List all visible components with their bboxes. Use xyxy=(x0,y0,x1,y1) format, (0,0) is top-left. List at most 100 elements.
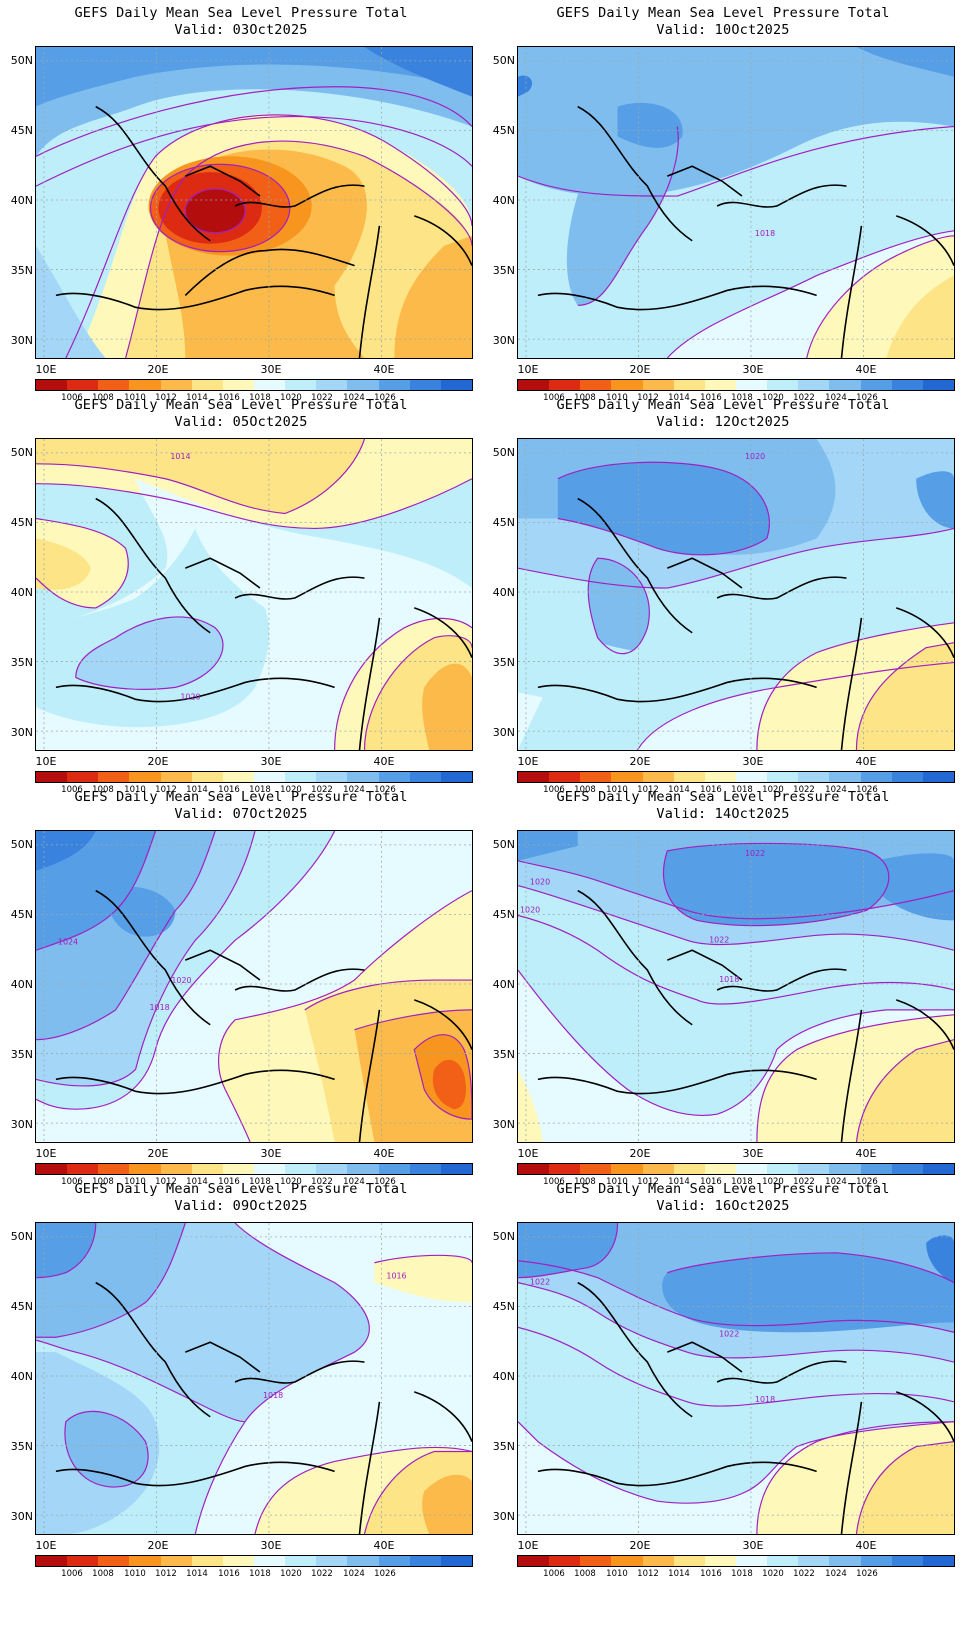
colorbar-label: 1006 xyxy=(543,785,565,795)
lat-label: 35N xyxy=(10,1048,33,1061)
lon-label: 10E xyxy=(35,755,57,768)
colorbar-label: 1008 xyxy=(92,1569,114,1579)
colorbar-label: 1008 xyxy=(574,393,596,403)
colorbar-swatch xyxy=(829,1556,861,1566)
pressure-colorbar xyxy=(517,1555,955,1567)
colorbar-swatch xyxy=(642,380,674,390)
colorbar-swatch xyxy=(409,380,441,390)
colorbar-swatch xyxy=(922,380,954,390)
pressure-colorbar xyxy=(35,1555,473,1567)
lat-label: 30N xyxy=(10,726,33,739)
map-panel-07oct: GEFS Daily Mean Sea Level Pressure Total… xyxy=(0,784,482,1194)
colorbar-swatch xyxy=(378,772,410,782)
colorbar-swatch xyxy=(611,772,643,782)
colorbar-swatch xyxy=(673,380,705,390)
colorbar-swatch xyxy=(642,772,674,782)
colorbar-swatch xyxy=(347,772,379,782)
colorbar-label: 1014 xyxy=(668,393,690,403)
colorbar-label: 1014 xyxy=(668,785,690,795)
pressure-colorbar xyxy=(35,379,473,391)
colorbar-swatch xyxy=(36,380,68,390)
colorbar-swatch xyxy=(440,1556,472,1566)
colorbar-swatch xyxy=(860,380,892,390)
colorbar-swatch xyxy=(735,1556,768,1566)
panel-valid-date: Valid: 07Oct2025 xyxy=(174,806,308,822)
pressure-map: 1024 1020 1018 xyxy=(35,830,473,1143)
colorbar-swatch xyxy=(160,772,192,782)
colorbar-swatch xyxy=(98,380,130,390)
colorbar-label: 1012 xyxy=(637,1177,659,1187)
pressure-colorbar xyxy=(517,771,955,783)
colorbar-swatch xyxy=(673,772,705,782)
lon-label: 40E xyxy=(855,1539,877,1552)
lat-label: 40N xyxy=(492,586,515,599)
colorbar-swatch xyxy=(518,772,550,782)
map-panel-16oct: GEFS Daily Mean Sea Level Pressure Total… xyxy=(482,1176,964,1586)
colorbar-swatch xyxy=(36,772,68,782)
colorbar-swatch xyxy=(704,1164,736,1174)
colorbar-swatch xyxy=(829,1164,861,1174)
lon-label: 40E xyxy=(855,363,877,376)
lon-label: 40E xyxy=(373,363,395,376)
colorbar-swatch xyxy=(440,1164,472,1174)
colorbar-label: 1014 xyxy=(186,1569,208,1579)
colorbar-label: 1022 xyxy=(311,1569,333,1579)
lat-label: 35N xyxy=(492,264,515,277)
panel-valid-date: Valid: 10Oct2025 xyxy=(656,22,790,38)
lon-label: 20E xyxy=(147,755,169,768)
colorbar-swatch xyxy=(440,772,472,782)
isobar-label: 1022 xyxy=(719,1329,739,1338)
colorbar-swatch xyxy=(378,1556,410,1566)
colorbar-label: 1022 xyxy=(793,393,815,403)
colorbar-swatch xyxy=(67,772,99,782)
lon-label: 30E xyxy=(260,1539,282,1552)
colorbar-label: 1024 xyxy=(825,393,847,403)
colorbar-label: 1010 xyxy=(124,785,146,795)
colorbar-label: 1010 xyxy=(606,1569,628,1579)
lat-label: 35N xyxy=(10,1440,33,1453)
colorbar-label: 1012 xyxy=(637,1569,659,1579)
colorbar-swatch xyxy=(704,772,736,782)
colorbar-label: 1026 xyxy=(374,393,396,403)
lon-label: 30E xyxy=(260,363,282,376)
lat-label: 45N xyxy=(10,124,33,137)
lon-label: 20E xyxy=(629,755,651,768)
colorbar-swatch xyxy=(253,380,286,390)
colorbar-swatch xyxy=(285,380,317,390)
colorbar-swatch xyxy=(129,1556,161,1566)
colorbar-swatch xyxy=(922,1556,954,1566)
lat-label: 40N xyxy=(492,1370,515,1383)
colorbar-label: 1026 xyxy=(856,785,878,795)
colorbar-label: 1014 xyxy=(668,1177,690,1187)
colorbar-swatch xyxy=(642,1164,674,1174)
colorbar-label: 1006 xyxy=(543,1569,565,1579)
colorbar-label: 1018 xyxy=(731,1569,753,1579)
colorbar-label: 1010 xyxy=(124,1177,146,1187)
panel-valid-date: Valid: 05Oct2025 xyxy=(174,414,308,430)
colorbar-label: 1026 xyxy=(374,785,396,795)
colorbar-swatch xyxy=(98,772,130,782)
colorbar-label: 1022 xyxy=(311,1177,333,1187)
colorbar-label: 1010 xyxy=(606,1177,628,1187)
colorbar-swatch xyxy=(409,1556,441,1566)
colorbar-swatch xyxy=(611,1164,643,1174)
colorbar-label: 1006 xyxy=(61,1569,83,1579)
colorbar-swatch xyxy=(253,772,286,782)
lat-label: 45N xyxy=(492,516,515,529)
colorbar-label: 1024 xyxy=(825,1177,847,1187)
colorbar-swatch xyxy=(98,1556,130,1566)
lat-label: 45N xyxy=(492,1300,515,1313)
map-panel-12oct: GEFS Daily Mean Sea Level Pressure Total… xyxy=(482,392,964,802)
colorbar-label: 1016 xyxy=(218,1569,240,1579)
colorbar-swatch xyxy=(580,1556,612,1566)
lon-label: 20E xyxy=(629,1147,651,1160)
colorbar-swatch xyxy=(673,1556,705,1566)
colorbar-swatch xyxy=(891,772,923,782)
lon-label: 10E xyxy=(517,755,539,768)
colorbar-label: 1012 xyxy=(155,393,177,403)
colorbar-swatch xyxy=(253,1164,286,1174)
colorbar-label: 1024 xyxy=(825,1569,847,1579)
colorbar-label: 1024 xyxy=(343,785,365,795)
colorbar-label: 1010 xyxy=(124,1569,146,1579)
colorbar-label: 1026 xyxy=(856,393,878,403)
